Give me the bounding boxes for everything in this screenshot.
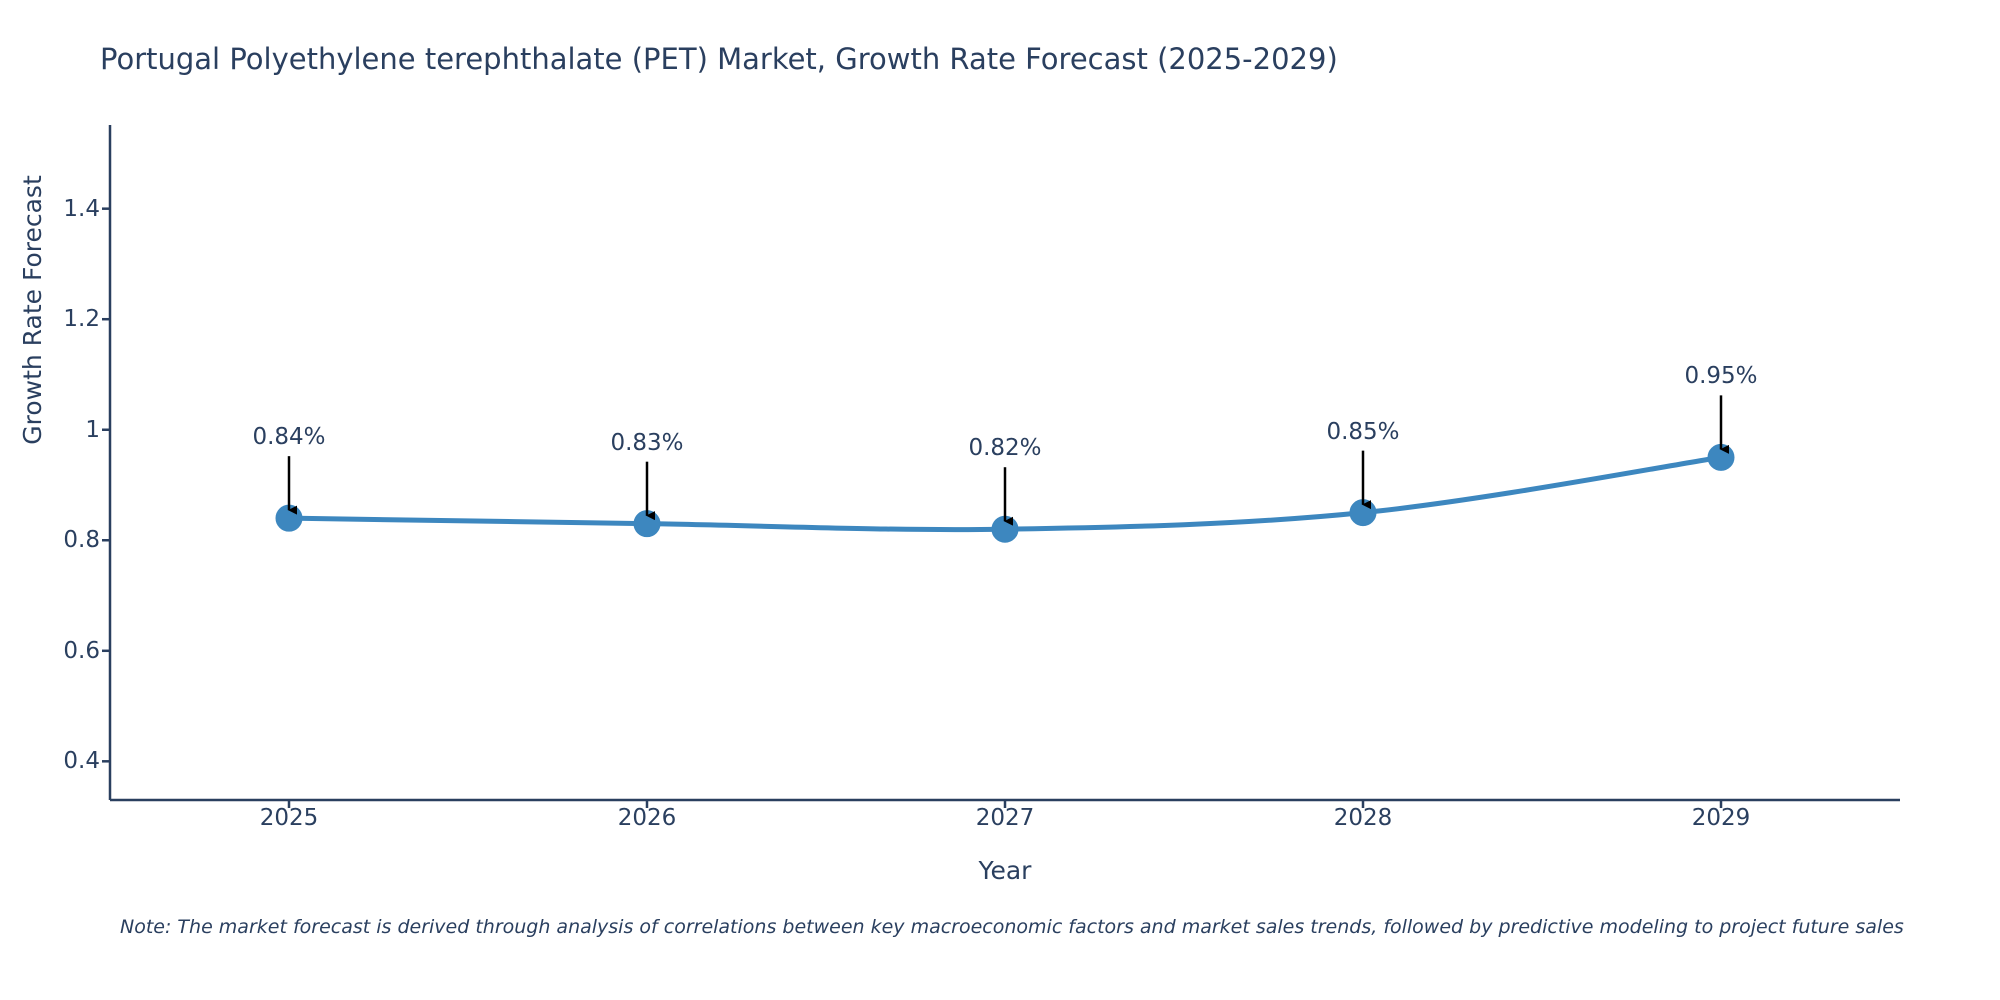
- data-point-label: 0.82%: [968, 435, 1042, 462]
- y-axis-tick: 1.4: [63, 195, 100, 222]
- x-axis-tick: 2029: [1691, 805, 1751, 831]
- data-point-label: 0.95%: [1684, 363, 1758, 390]
- data-point-label: 0.84%: [252, 424, 326, 451]
- data-point-label: 0.85%: [1326, 418, 1400, 445]
- axis-lines: [102, 125, 1900, 808]
- annotation-arrows: [287, 395, 1729, 526]
- y-axis-tick: 0.8: [63, 527, 100, 554]
- y-axis-tick: 1: [85, 416, 100, 443]
- chart-title: Portugal Polyethylene terephthalate (PET…: [100, 42, 1338, 76]
- y-axis-tick-labels: 1.4 1.2 1 0.8 0.6 0.4: [0, 0, 100, 1000]
- x-axis-tick: 2027: [975, 805, 1035, 831]
- y-axis-tick: 0.4: [63, 748, 100, 775]
- data-point-label: 0.83%: [610, 429, 684, 456]
- y-axis-tick: 1.2: [63, 306, 100, 333]
- x-axis-tick: 2028: [1333, 805, 1393, 831]
- y-axis-tick: 0.6: [63, 637, 100, 664]
- data-point-markers: [275, 443, 1735, 543]
- footnote-text: Note: The market forecast is derived thr…: [120, 916, 1904, 938]
- x-axis-tick: 2026: [617, 805, 677, 831]
- x-axis-title: Year: [978, 856, 1032, 885]
- x-axis-tick: 2025: [259, 805, 319, 831]
